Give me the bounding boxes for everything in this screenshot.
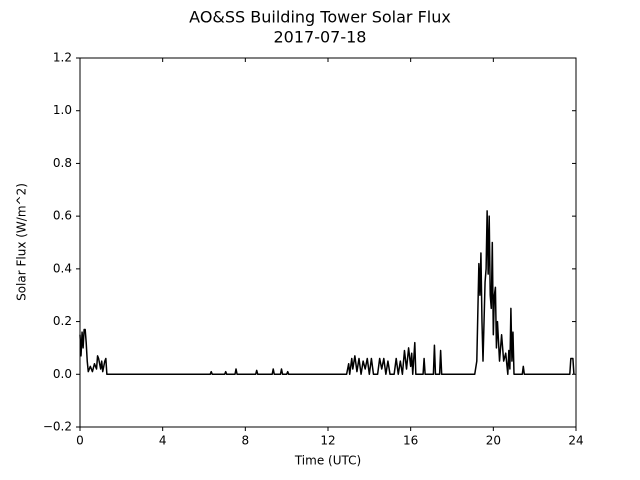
x-tick-label: 4: [159, 434, 167, 448]
x-tick-label: 8: [242, 434, 250, 448]
x-axis-label: Time (UTC): [294, 454, 361, 468]
chart-subtitle: 2017-07-18: [274, 28, 367, 47]
y-axis-label: Solar Flux (W/m^2): [15, 183, 29, 301]
y-tick-label: 0.6: [53, 209, 72, 223]
y-tick-label: −0.2: [43, 420, 72, 434]
y-tick-label: 0.2: [53, 314, 72, 328]
chart-title: AO&SS Building Tower Solar Flux: [189, 8, 451, 27]
x-tick-label: 16: [403, 434, 418, 448]
y-tick-label: 0.0: [53, 367, 72, 381]
x-tick-label: 0: [76, 434, 84, 448]
data-line: [79, 210, 575, 376]
plot-frame: [79, 57, 577, 428]
y-tick-label: 1.2: [53, 51, 72, 65]
y-tick-label: 0.8: [53, 156, 72, 170]
y-tick-label: 1.0: [53, 103, 72, 117]
x-tick-label: 24: [568, 434, 583, 448]
x-tick-label: 12: [320, 434, 335, 448]
x-tick-label: 20: [486, 434, 501, 448]
y-tick-label: 0.4: [53, 261, 72, 275]
